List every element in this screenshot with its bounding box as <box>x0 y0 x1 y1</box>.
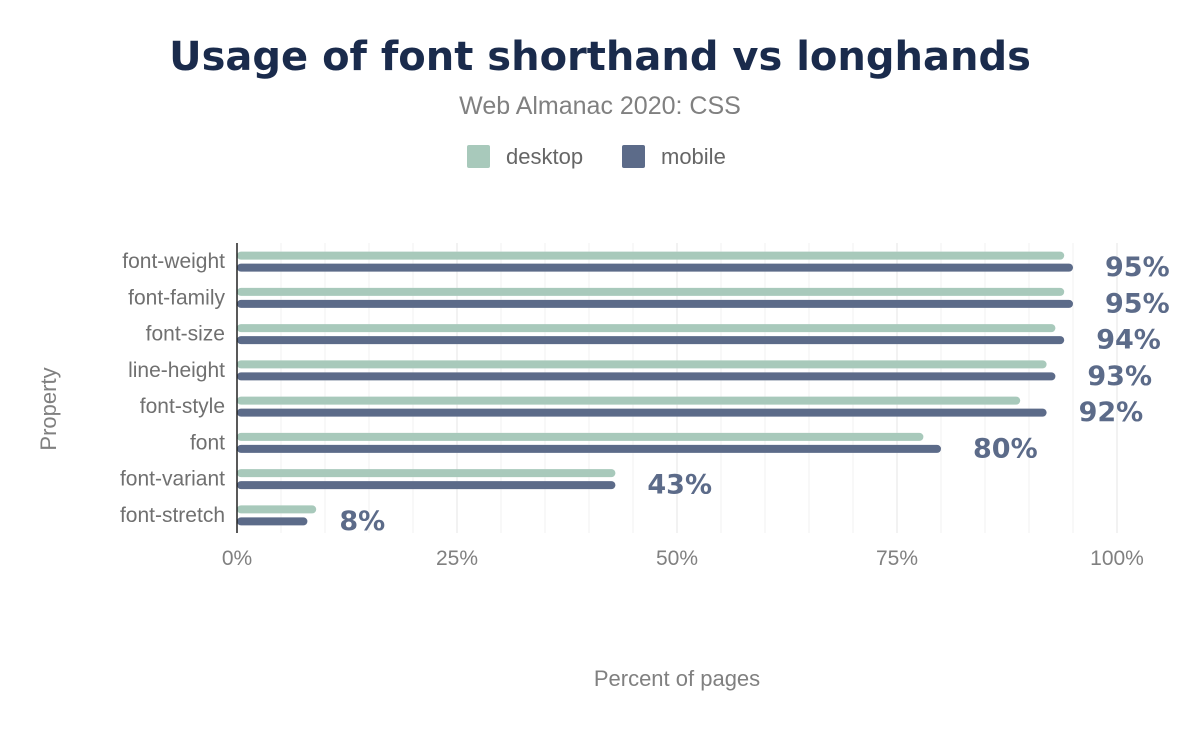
data-labels: 95% 95% 94% 93% 92% 80% 43% 8% <box>339 252 1169 537</box>
category-label-font-variant: font-variant <box>120 468 225 491</box>
category-label-font-stretch: font-stretch <box>120 504 225 527</box>
legend-label-desktop: desktop <box>506 144 583 169</box>
x-tick-label: 75% <box>876 547 918 570</box>
data-label-font-style: 92% <box>1079 397 1144 428</box>
bar-desktop-font-variant <box>237 469 616 478</box>
bar-mobile-font-family <box>237 299 1073 308</box>
bar-mobile-font-stretch <box>237 517 308 526</box>
bar-desktop-font-size <box>237 324 1056 333</box>
bars <box>237 251 1073 526</box>
data-label-font-variant: 43% <box>647 470 712 501</box>
data-label-font-family: 95% <box>1105 288 1170 319</box>
bar-mobile-font-size <box>237 336 1065 345</box>
bar-mobile-font-weight <box>237 263 1073 272</box>
category-labels: font-weight font-family font-size line-heig… <box>120 250 226 527</box>
chart-title: Usage of font shorthand vs longhands <box>169 34 1031 80</box>
bar-mobile-font-variant <box>237 481 616 490</box>
x-tick-label: 50% <box>656 547 698 570</box>
bar-mobile-font-style <box>237 408 1047 417</box>
legend-swatch-desktop <box>467 145 490 168</box>
bar-desktop-font-family <box>237 287 1065 296</box>
legend-swatch-mobile <box>622 145 645 168</box>
data-label-font-weight: 95% <box>1105 252 1170 283</box>
legend-label-mobile: mobile <box>661 144 726 169</box>
data-label-line-height: 93% <box>1087 361 1152 392</box>
data-label-font-size: 94% <box>1096 325 1161 356</box>
category-label-font-family: font-family <box>128 286 225 309</box>
chart-subtitle: Web Almanac 2020: CSS <box>459 92 741 120</box>
data-label-font-stretch: 8% <box>339 506 385 537</box>
bar-desktop-font-stretch <box>237 505 317 514</box>
tick-labels: 0% 25% 50% 75% 100% <box>222 547 1144 570</box>
legend: desktop mobile <box>467 144 726 169</box>
bar-mobile-font <box>237 444 941 453</box>
bar-desktop-font-weight <box>237 251 1065 260</box>
bar-mobile-line-height <box>237 372 1056 381</box>
data-label-font: 80% <box>973 433 1038 464</box>
x-tick-label: 0% <box>222 547 252 570</box>
category-label-line-height: line-height <box>128 359 225 382</box>
category-label-font-weight: font-weight <box>122 250 225 273</box>
bar-desktop-font-style <box>237 396 1021 405</box>
x-tick-label: 100% <box>1090 547 1144 570</box>
x-tick-label: 25% <box>436 547 478 570</box>
category-label-font-style: font-style <box>140 395 225 418</box>
category-label-font: font <box>190 431 225 454</box>
y-axis-title: Property <box>36 367 61 450</box>
x-axis-title: Percent of pages <box>594 666 760 691</box>
bar-desktop-font <box>237 432 924 441</box>
category-label-font-size: font-size <box>146 323 225 346</box>
bar-desktop-line-height <box>237 360 1047 369</box>
